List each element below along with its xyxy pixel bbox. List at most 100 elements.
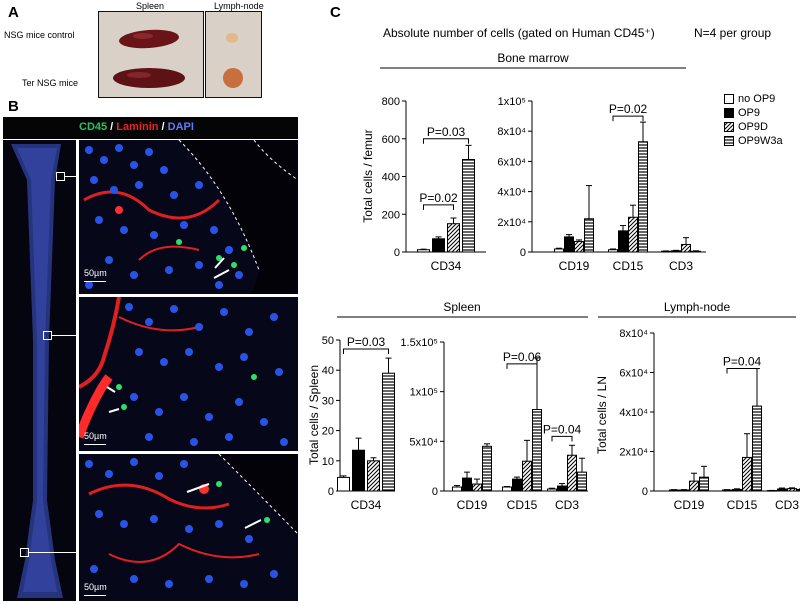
bar-op9d	[742, 456, 752, 492]
legend-separator: /	[107, 121, 117, 133]
x-tick-label: CD3	[775, 498, 799, 512]
legend-item: OP9W3a	[724, 134, 783, 148]
y-tick-label: 1x10⁵	[498, 96, 526, 108]
bar-op9w3a	[584, 218, 594, 253]
y-tick-label: 1x10⁵	[410, 387, 438, 399]
bar-op9	[462, 477, 472, 492]
bar-no-op9	[554, 248, 564, 253]
chart-legend: no OP9 OP9 OP9D OP9W3a	[724, 92, 783, 148]
stain-legend: CD45 / Laminin / DAPI	[79, 121, 194, 133]
y-tick-label: 0	[642, 486, 648, 498]
bar-op9w3a	[797, 488, 800, 492]
bar-no-op9	[417, 249, 430, 253]
legend-item: OP9	[724, 106, 783, 120]
bar-op9	[564, 236, 574, 253]
panel-a-column-spleen: Spleen	[136, 1, 165, 11]
legend-separator: /	[158, 121, 168, 133]
bar-op9d	[367, 460, 380, 492]
y-tick-label: 0	[394, 247, 400, 259]
legend-label: OP9	[738, 107, 761, 119]
bar-op9w3a	[482, 445, 492, 492]
bar-op9w3a	[577, 471, 587, 492]
x-tick-label: CD19	[559, 259, 590, 273]
zoom-image-middle: 50µm	[79, 297, 298, 451]
bar-op9	[512, 478, 522, 492]
bar-op9w3a	[462, 159, 475, 253]
p-value-label: P=0.02	[419, 191, 458, 205]
bar-op9w3a	[691, 250, 701, 253]
group-size-note: N=4 per group	[694, 26, 772, 40]
significance-bracket	[343, 348, 389, 355]
significance-bracket	[423, 204, 454, 210]
bar-op9	[732, 488, 742, 492]
bar-op9w3a	[382, 372, 395, 492]
x-tick-label: CD34	[431, 259, 462, 273]
y-axis-label: Total cells / Spleen	[307, 365, 321, 465]
panel-a-row-ter: Ter NSG mice	[22, 78, 79, 88]
bar-no-op9	[608, 249, 618, 253]
legend-swatch-diagonal	[724, 122, 734, 132]
bar-op9w3a	[699, 476, 709, 492]
y-tick-label: 30	[322, 395, 334, 407]
significance-bracket	[551, 435, 573, 442]
y-tick-label: 6x10⁴	[497, 156, 526, 168]
y-tick-label: 50	[322, 335, 334, 347]
panel-b-legend-bar: CD45 / Laminin / DAPI	[3, 117, 298, 139]
bar-op9	[618, 230, 628, 253]
y-tick-label: 6x10⁴	[619, 368, 648, 380]
y-tick-label: 4x10⁴	[497, 187, 526, 199]
legend-laminin: Laminin	[116, 121, 159, 133]
legend-label: OP9W3a	[738, 135, 783, 147]
y-tick-label: 8x10⁴	[619, 328, 648, 340]
x-tick-label: CD19	[674, 498, 705, 512]
x-tick-label: CD34	[351, 498, 382, 512]
roi-connector	[28, 552, 76, 553]
significance-bracket	[612, 115, 644, 122]
y-tick-label: 600	[382, 134, 400, 146]
group-title-spleen: Spleen	[443, 300, 480, 314]
y-tick-label: 200	[382, 209, 400, 221]
scale-bar	[84, 281, 106, 282]
significance-bracket	[726, 368, 758, 374]
lymph-node-photo	[205, 11, 262, 98]
femur-overview-image	[3, 140, 76, 601]
panel-label-b: B	[8, 98, 19, 115]
y-tick-label: 40	[322, 365, 334, 377]
legend-swatch-solid	[724, 108, 734, 118]
scale-bar	[84, 444, 106, 445]
panel-c-title: Absolute number of cells (gated on Human…	[383, 26, 655, 40]
bar-op9w3a	[532, 409, 542, 492]
legend-swatch-open	[724, 94, 734, 104]
y-tick-label: 2x10⁴	[619, 447, 648, 459]
bar-no-op9	[502, 486, 512, 492]
roi-connector	[64, 176, 76, 177]
lymph-node-organs-image	[223, 33, 243, 88]
bar-op9d	[447, 223, 460, 253]
group-title-bone-marrow: Bone marrow	[497, 51, 569, 65]
p-value-label: P=0.06	[503, 350, 542, 364]
roi-connector	[51, 335, 76, 336]
bar-op9d	[567, 454, 577, 492]
y-tick-label: 0	[328, 486, 334, 498]
bar-op9d	[681, 243, 691, 253]
bar-op9	[777, 488, 787, 492]
significance-bracket	[423, 138, 469, 144]
bar-op9	[352, 449, 365, 492]
bar-op9	[432, 238, 445, 253]
bar-op9w3a	[638, 141, 648, 253]
y-tick-label: 5x10⁴	[409, 436, 438, 448]
bar-op9	[557, 485, 567, 492]
y-tick-label: 400	[382, 172, 400, 184]
bar-no-op9	[337, 476, 350, 492]
x-tick-label: CD3	[555, 498, 579, 512]
p-value-label: P=0.03	[347, 335, 386, 349]
panel-label-a: A	[8, 4, 19, 21]
significance-bracket	[506, 363, 538, 369]
y-tick-label: 1.5x10⁵	[400, 337, 438, 349]
legend-label: OP9D	[738, 121, 768, 133]
p-value-label: P=0.02	[609, 102, 648, 116]
legend-swatch-horizontal	[724, 136, 734, 146]
zoom-image-top: 50µm	[79, 140, 298, 294]
p-value-label: P=0.04	[543, 422, 582, 436]
